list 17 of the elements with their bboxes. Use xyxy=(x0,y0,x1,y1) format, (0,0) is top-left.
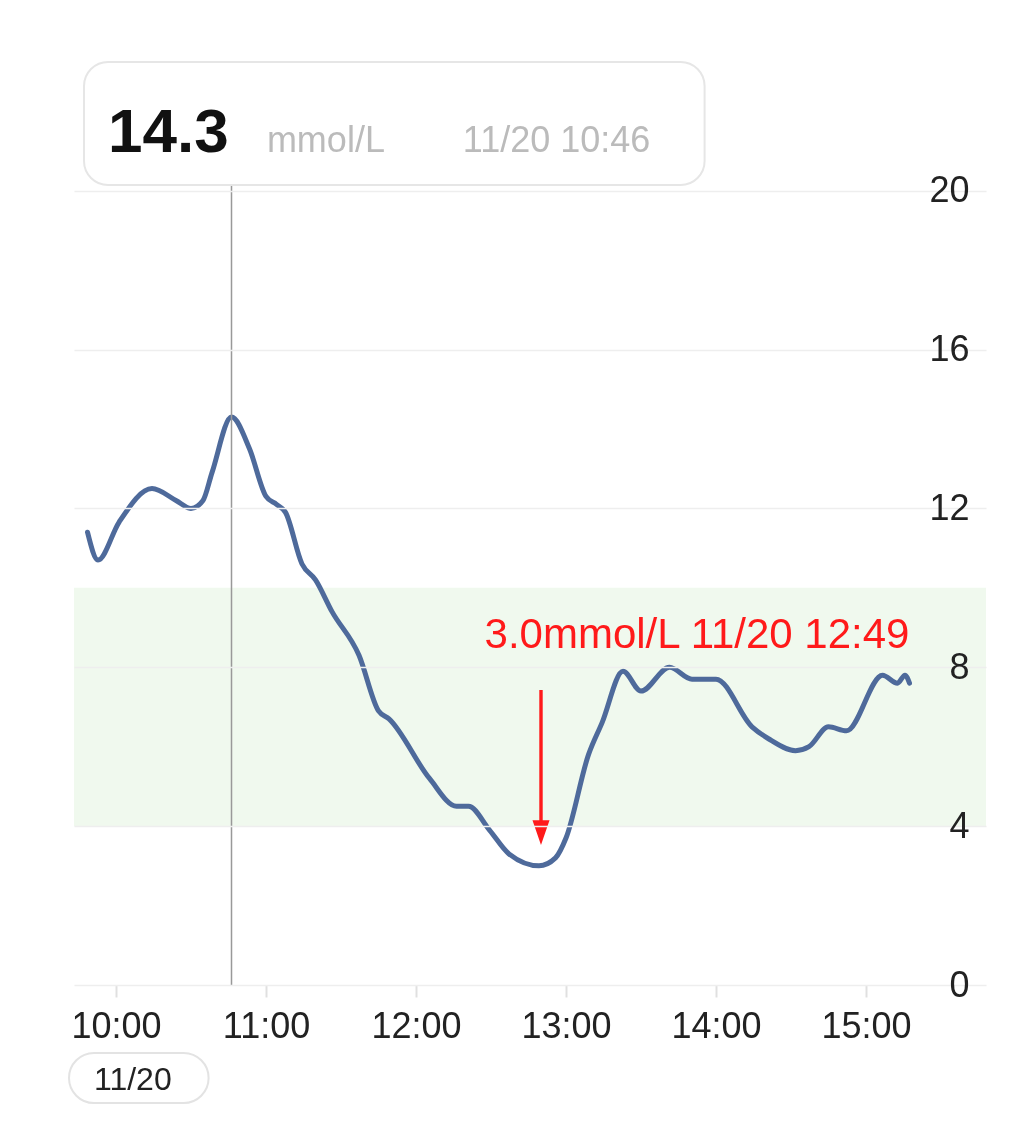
annotation: 3.0mmol/L 11/20 12:49 xyxy=(484,610,910,657)
annotation: 14.3 xyxy=(108,96,229,165)
y-tick-label: 0 xyxy=(949,963,970,1005)
annotation: mmol/L xyxy=(266,119,385,160)
y-tick-label: 8 xyxy=(949,645,970,687)
y-tick-label: 20 xyxy=(929,169,970,211)
x-tick-label: 11:00 xyxy=(222,1004,311,1046)
x-tick-label: 10:00 xyxy=(71,1004,162,1046)
x-tick-label: 15:00 xyxy=(821,1004,912,1046)
x-tick-label: 12:00 xyxy=(371,1004,462,1046)
y-tick-label: 16 xyxy=(929,328,970,370)
text: 11/20 xyxy=(94,1061,172,1097)
annotation: 11/20 10:46 xyxy=(462,119,651,160)
x-tick-label: 14:00 xyxy=(671,1004,762,1046)
x-tick-label: 13:00 xyxy=(521,1004,612,1046)
y-tick-label: 4 xyxy=(949,804,970,846)
y-tick-label: 12 xyxy=(929,486,970,528)
